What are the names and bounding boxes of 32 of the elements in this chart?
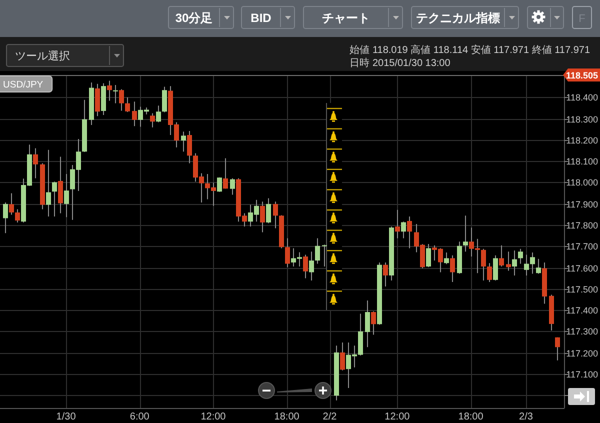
annotation: 118.505 — [566, 70, 598, 80]
button: 30分足 — [168, 6, 234, 29]
x-tick-label: 2/2 — [322, 412, 338, 422]
x-tick-label: 12:00 — [200, 412, 226, 422]
price-tag: 118.505 — [563, 68, 600, 82]
y-tick-label: 118.400 — [566, 92, 598, 103]
y-tick-label: 117.700 — [566, 242, 598, 252]
x-tick-label: 18:00 — [274, 412, 300, 422]
y-tick-label: 117.800 — [566, 220, 598, 231]
button: テクニカル指標 — [411, 6, 519, 29]
y-tick-label: 117.900 — [566, 200, 598, 210]
y-tick-label: 118.000 — [566, 178, 598, 188]
x-tick-label: 12:00 — [384, 412, 410, 422]
x-tick-label: 2/3 — [519, 412, 534, 422]
x-tick-label: 6:00 — [130, 412, 150, 422]
text: 始値 118.019 高値 118.114 安値 117.971 終値 117.971 — [350, 44, 590, 56]
button: チャート — [303, 6, 403, 29]
y-tick-label: 118.200 — [566, 136, 598, 146]
dropdown: ツール選択 — [6, 44, 124, 67]
y-tick-label: 117.500 — [566, 284, 598, 295]
title: USD/JPY — [0, 76, 53, 92]
button: BID — [241, 6, 295, 29]
x-tick-label: 1/30 — [56, 412, 76, 422]
text: 日時 2015/01/30 13:00 — [350, 57, 451, 69]
y-tick-label: 117.600 — [566, 264, 598, 274]
y-tick-label: 118.100 — [566, 156, 598, 167]
y-tick-label: 118.300 — [566, 114, 598, 125]
x-tick-label: 18:00 — [458, 412, 484, 422]
y-tick-label: 117.200 — [566, 348, 598, 359]
y-tick-label: 117.400 — [566, 306, 598, 316]
y-tick-label: 117.300 — [566, 326, 598, 337]
y-tick-label: 117.100 — [566, 370, 598, 380]
